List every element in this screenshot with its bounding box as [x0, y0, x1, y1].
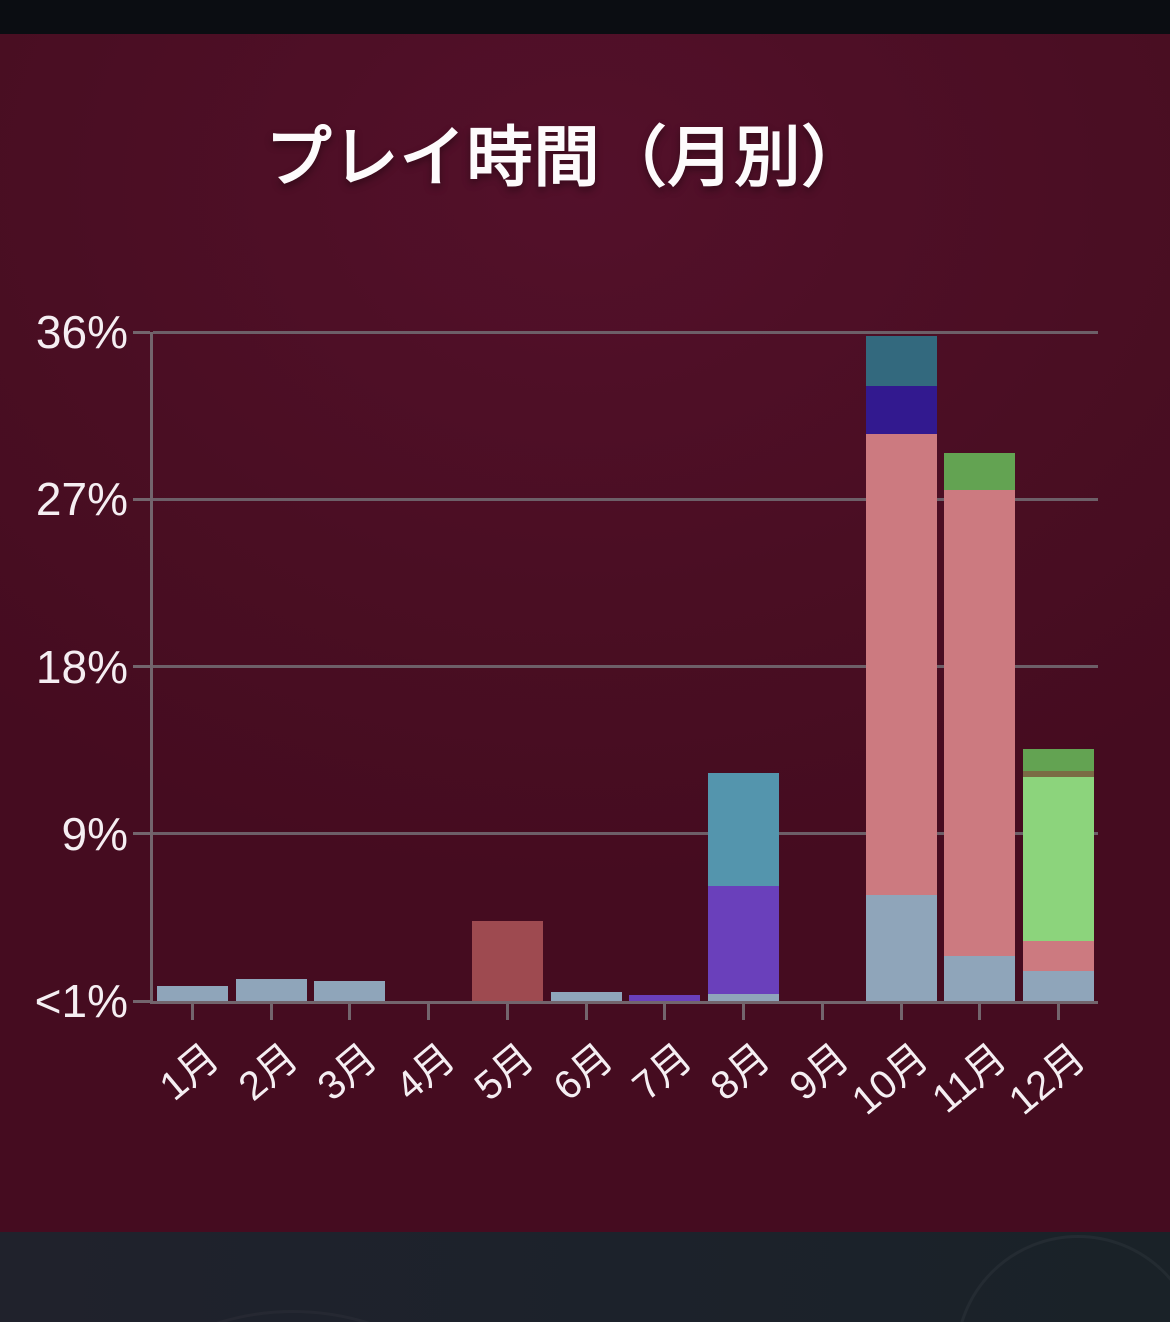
x-tick	[190, 1004, 194, 1020]
bar-segment-11月-gray_blue[interactable]	[944, 956, 1016, 1001]
x-tick	[427, 1004, 431, 1020]
x-tick-label: 5月	[466, 1035, 543, 1110]
y-tick	[133, 999, 150, 1003]
x-tick-label: 8月	[703, 1035, 779, 1110]
y-tick	[133, 330, 150, 334]
bar-segment-6月-gray_blue[interactable]	[550, 992, 622, 1001]
bar-segment-2月-gray_blue[interactable]	[235, 979, 307, 1001]
gridline-36	[153, 330, 1098, 334]
x-tick-label: 7月	[624, 1035, 701, 1110]
bar-segment-12月-salmon[interactable]	[1023, 941, 1095, 971]
bar-7月[interactable]	[629, 995, 701, 1001]
bar-1月[interactable]	[156, 986, 228, 1001]
bar-segment-10月-salmon[interactable]	[865, 434, 937, 895]
bottom-panel-strip	[0, 1232, 1170, 1322]
bar-segment-12月-olive[interactable]	[1023, 771, 1095, 777]
y-tick	[133, 832, 150, 836]
y-tick-label: <1%	[34, 975, 128, 1027]
bar-segment-12月-light_green[interactable]	[1023, 777, 1095, 941]
playtime-monthly-chart: 36% 27% 18% 9% <1% 1月 2月 3月 4月 5月 6月 7月 8月 9月 10月 11月 12…	[35, 306, 1098, 1123]
bar-3月[interactable]	[314, 981, 386, 1001]
bar-2月[interactable]	[235, 979, 307, 1001]
bar-segment-7月-violet[interactable]	[629, 995, 701, 1001]
bar-segment-12月-gray_blue[interactable]	[1023, 971, 1095, 1001]
bar-segment-3月-gray_blue[interactable]	[314, 981, 386, 1001]
gridline-18	[153, 665, 1098, 668]
x-tick	[269, 1004, 273, 1020]
x-tick	[1057, 1004, 1061, 1020]
bar-segment-10月-indigo[interactable]	[865, 386, 937, 434]
x-tick-label: 12月	[1000, 1035, 1094, 1124]
y-tick	[133, 665, 150, 668]
x-tick	[348, 1004, 352, 1020]
x-tick	[505, 1004, 509, 1020]
decorative-circle	[955, 1235, 1170, 1322]
chart-title: プレイ時間（月別）	[265, 120, 869, 194]
bar-6月[interactable]	[550, 992, 622, 1001]
x-tick-label: 6月	[545, 1035, 622, 1110]
x-tick-label: 3月	[309, 1035, 386, 1110]
y-tick-label: 9%	[61, 807, 128, 860]
y-tick-label: 27%	[35, 473, 128, 526]
bar-segment-8月-teal[interactable]	[708, 773, 780, 886]
x-tick-label: 4月	[388, 1035, 464, 1110]
top-black-strip	[0, 0, 1170, 34]
bar-10月[interactable]	[865, 336, 937, 1001]
x-tick-label: 2月	[230, 1035, 307, 1110]
bar-8月[interactable]	[708, 773, 780, 1001]
gridline-27	[153, 497, 1098, 501]
bar-segment-8月-violet[interactable]	[708, 886, 780, 994]
bar-segment-10月-dark_teal[interactable]	[865, 336, 937, 386]
x-tick	[584, 1004, 588, 1020]
x-tick	[820, 1004, 824, 1020]
bar-segment-1月-gray_blue[interactable]	[156, 986, 228, 1001]
bar-segment-5月-brick_red[interactable]	[471, 921, 543, 1001]
bar-11月[interactable]	[944, 453, 1016, 1001]
x-tick	[978, 1004, 982, 1020]
bar-5月[interactable]	[471, 921, 543, 1001]
x-tick	[899, 1004, 903, 1020]
bar-segment-12月-green[interactable]	[1023, 749, 1095, 771]
gridline-9	[153, 832, 1098, 836]
x-tick-label: 1月	[151, 1035, 228, 1110]
y-tick	[133, 497, 150, 501]
bar-segment-10月-gray_blue[interactable]	[865, 895, 937, 1001]
bar-12月[interactable]	[1023, 749, 1095, 1001]
decorative-circle	[40, 1310, 546, 1322]
y-tick-label: 18%	[35, 640, 128, 693]
bar-segment-11月-salmon[interactable]	[944, 490, 1016, 956]
x-tick	[663, 1004, 667, 1020]
bar-segment-11月-green[interactable]	[944, 453, 1016, 490]
y-tick-label: 36%	[35, 306, 128, 358]
bar-segment-8月-gray_blue[interactable]	[708, 994, 780, 1001]
x-tick-label: 9月	[781, 1035, 858, 1110]
x-tick	[742, 1004, 746, 1020]
